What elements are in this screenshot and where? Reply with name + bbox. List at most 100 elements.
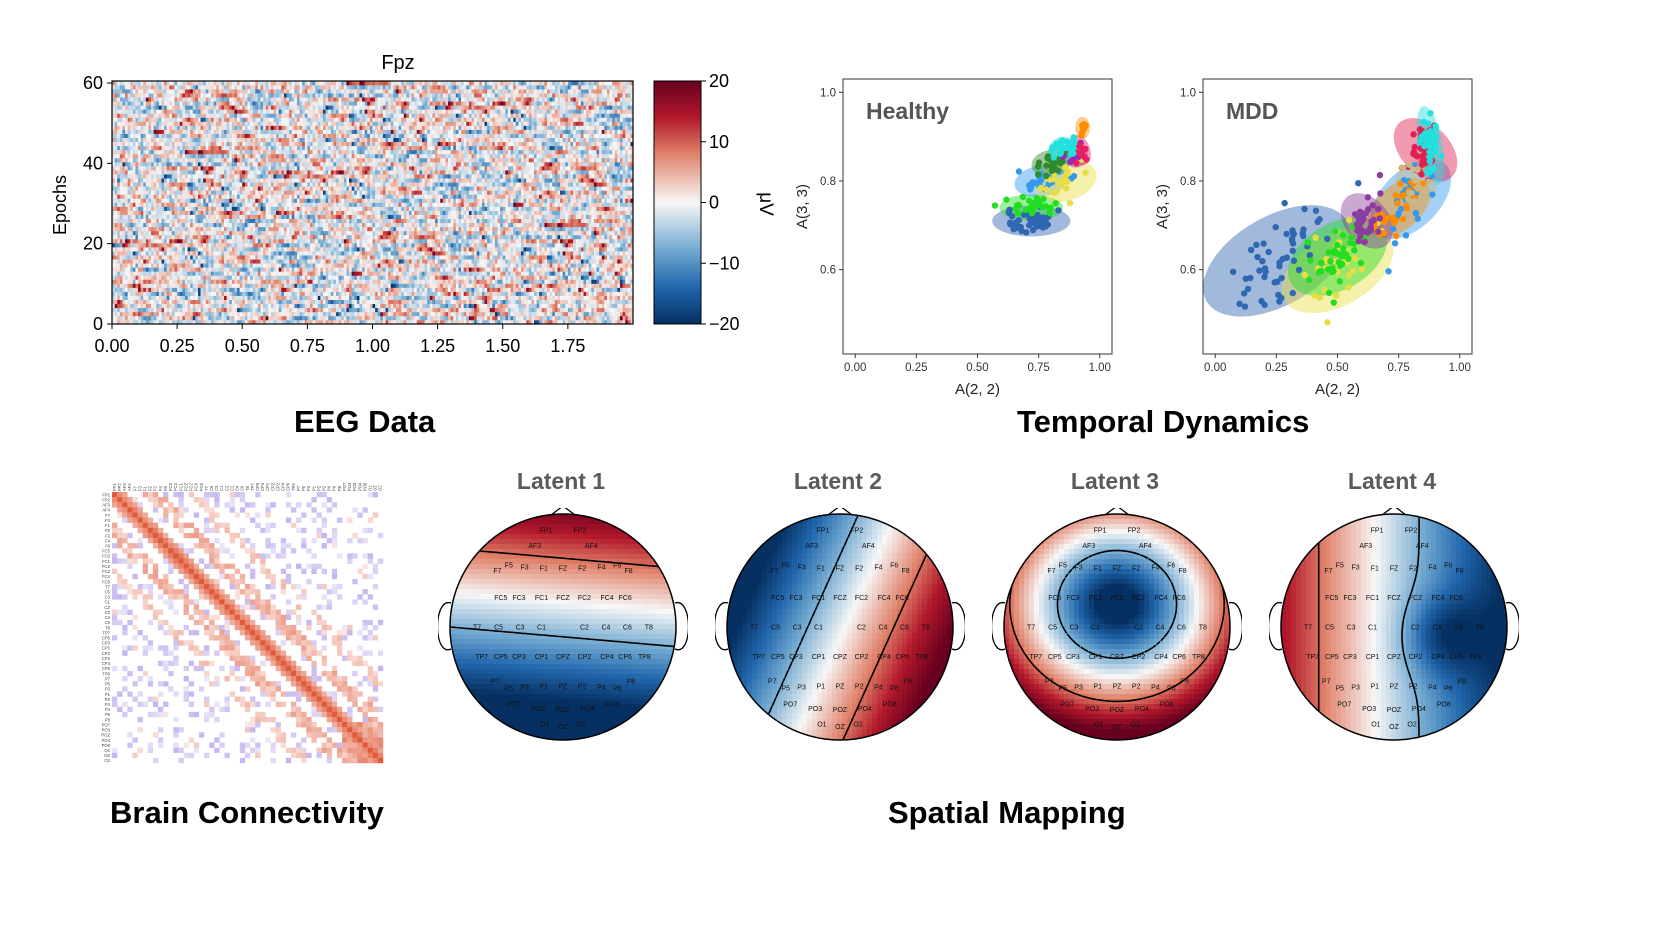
data-point — [1061, 173, 1068, 181]
electrode-label: PO7 — [1060, 701, 1074, 708]
electrode-label: P2 — [578, 683, 587, 690]
connectivity-column-label: POZ — [352, 482, 357, 491]
data-point — [1276, 259, 1283, 266]
nose — [827, 508, 853, 516]
electrode-label: FP1 — [817, 527, 830, 534]
eeg-x-tick-label: 1.00 — [355, 336, 390, 356]
eeg-colorbar-label: μV — [755, 192, 776, 216]
mdd-scatter-chart: MDD 0.00 0.25 0.50 0.75 1.00 0.6 0.8 1.0 A(2, 2) A… — [1154, 78, 1473, 398]
data-point — [1070, 134, 1077, 141]
connectivity-row-label: FC4 — [102, 574, 111, 579]
electrode-label: F4 — [1151, 565, 1159, 572]
data-point — [1330, 299, 1337, 306]
scatter-y-tick-label: 0.8 — [1180, 176, 1196, 188]
electrode-label: CP1 — [812, 654, 826, 661]
nose — [1381, 508, 1407, 516]
electrode-label: PO8 — [1437, 701, 1451, 708]
data-point — [1311, 292, 1319, 299]
electrode-label: F8 — [624, 568, 632, 575]
connectivity-column-label: CZ — [224, 485, 229, 491]
data-point — [1260, 240, 1267, 247]
electrode-label: P2 — [1409, 683, 1418, 690]
nose — [1104, 508, 1130, 516]
electrode-label: AF4 — [1139, 543, 1152, 550]
data-point — [1057, 150, 1064, 157]
electrode-label: OZ — [835, 724, 845, 731]
data-point — [1020, 211, 1028, 219]
electrode-label: PO8 — [883, 701, 897, 708]
data-point — [1361, 238, 1368, 246]
data-point — [1290, 257, 1298, 264]
data-point — [1242, 275, 1249, 282]
electrode-label: O2 — [1130, 722, 1139, 729]
data-point — [1040, 195, 1047, 203]
connectivity-column-label: PZ — [316, 485, 321, 491]
electrode-label: FC6 — [896, 595, 909, 602]
connectivity-row-label: F1 — [105, 523, 111, 528]
electrode-label: FC6 — [1450, 595, 1463, 602]
electrode-label: FC2 — [578, 595, 591, 602]
electrode-label: C2 — [857, 625, 866, 632]
data-point — [1408, 189, 1415, 197]
data-point — [1068, 149, 1075, 156]
connectivity-column-label: P5 — [301, 485, 306, 491]
electrode-label: F3 — [797, 565, 805, 572]
data-point — [1325, 249, 1332, 256]
electrode-label: CP2 — [855, 654, 869, 661]
electrode-label: FC2 — [1409, 595, 1422, 602]
data-point — [1432, 122, 1439, 130]
data-point — [1377, 190, 1384, 197]
electrode-label: F1 — [1094, 566, 1102, 573]
electrode-label: F8 — [1455, 568, 1463, 575]
connectivity-column-label: CP6 — [286, 482, 291, 491]
connectivity-column-label: AF4 — [127, 483, 132, 491]
connectivity-column-label: P1 — [311, 485, 316, 491]
data-point — [1281, 199, 1288, 207]
electrode-label: CPZ — [833, 654, 848, 661]
connectivity-row-label: FP2 — [102, 497, 110, 502]
connectivity-column-label: T7 — [204, 485, 209, 491]
connectivity-column-label: FC1 — [178, 482, 183, 491]
data-point — [1355, 179, 1362, 187]
electrode-label: C3 — [516, 625, 525, 632]
data-point — [1272, 223, 1279, 231]
connectivity-column-label: O2 — [378, 485, 383, 491]
electrode-label: F5 — [505, 562, 513, 569]
electrode-label: P3 — [520, 684, 529, 691]
data-point — [1258, 297, 1265, 305]
scatter-x-tick-label: 1.00 — [1089, 362, 1111, 374]
electrode-label: CPZ — [1387, 654, 1402, 661]
electrode-label: FP2 — [1128, 527, 1141, 534]
data-point — [1288, 235, 1296, 242]
electrode-label: P5 — [1058, 686, 1067, 693]
data-point — [1345, 272, 1353, 279]
data-point — [1312, 234, 1319, 241]
data-point — [1332, 228, 1339, 235]
connectivity-column-label: P4 — [327, 485, 332, 491]
electrode-label: P2 — [1132, 683, 1141, 690]
connectivity-column-label: F3 — [137, 485, 142, 491]
data-point — [1397, 180, 1404, 187]
data-point — [1399, 215, 1407, 223]
electrode-label: C1 — [814, 625, 823, 632]
data-point — [1362, 209, 1370, 217]
data-point — [1033, 216, 1040, 223]
data-point — [1357, 226, 1364, 233]
connectivity-column-label: TP8 — [291, 483, 296, 491]
electrode-label: CP2 — [578, 654, 592, 661]
electrode-label: PO8 — [606, 701, 620, 708]
data-point — [1039, 203, 1046, 211]
connectivity-row-label: TP7 — [102, 630, 110, 635]
data-point — [1426, 154, 1434, 162]
data-point — [1029, 179, 1036, 186]
connectivity-column-label: PO7 — [342, 482, 347, 491]
connectivity-row-label: CP1 — [102, 646, 111, 651]
eeg-x-tick-label: 0.75 — [290, 336, 325, 356]
data-point — [1304, 239, 1312, 246]
data-point — [1316, 294, 1324, 301]
data-point — [1081, 154, 1088, 161]
electrode-label: C3 — [1347, 625, 1356, 632]
electrode-label: T8 — [1199, 625, 1207, 632]
data-point — [1410, 131, 1417, 138]
electrode-label: O2 — [1407, 722, 1416, 729]
